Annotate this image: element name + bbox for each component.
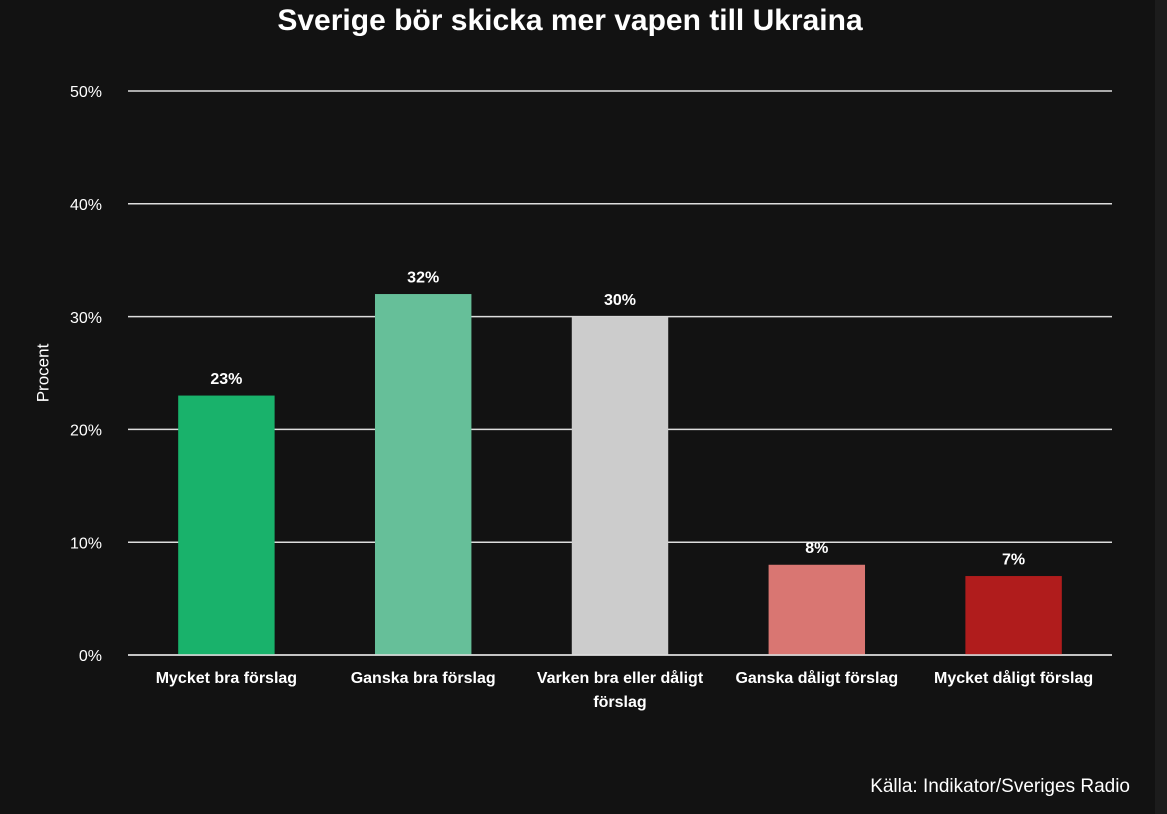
y-tick-label: 20% — [70, 423, 102, 440]
bar — [178, 395, 275, 655]
y-tick-label: 50% — [70, 84, 102, 101]
chart-title: Sverige bör skicka mer vapen till Ukrain… — [277, 4, 863, 37]
value-label: 30% — [604, 292, 636, 309]
y-tick-label: 30% — [70, 310, 102, 327]
value-label: 32% — [407, 269, 439, 286]
source-note: Källa: Indikator/Sveriges Radio — [870, 776, 1130, 797]
bar — [571, 316, 669, 655]
bar — [374, 294, 472, 655]
bar — [768, 564, 866, 655]
value-label: 7% — [1002, 551, 1025, 568]
x-tick-label: Varken bra eller dåligt förslag — [536, 670, 704, 711]
value-label: 23% — [210, 371, 242, 388]
x-tick-label: Ganska bra förslag — [350, 670, 496, 687]
bar — [965, 576, 1062, 655]
x-tick-label: Mycket bra förslag — [155, 670, 298, 687]
x-tick-label: Ganska dåligt förslag — [735, 670, 899, 687]
y-tick-label: 0% — [79, 648, 102, 665]
x-tick-label: Mycket dåligt förslag — [934, 670, 1094, 687]
y-tick-label: 10% — [70, 535, 102, 552]
y-tick-label: 40% — [70, 197, 102, 214]
scrollbar-track — [1155, 0, 1167, 814]
value-label: 8% — [805, 540, 828, 557]
y-axis-label: Procent — [33, 343, 52, 402]
